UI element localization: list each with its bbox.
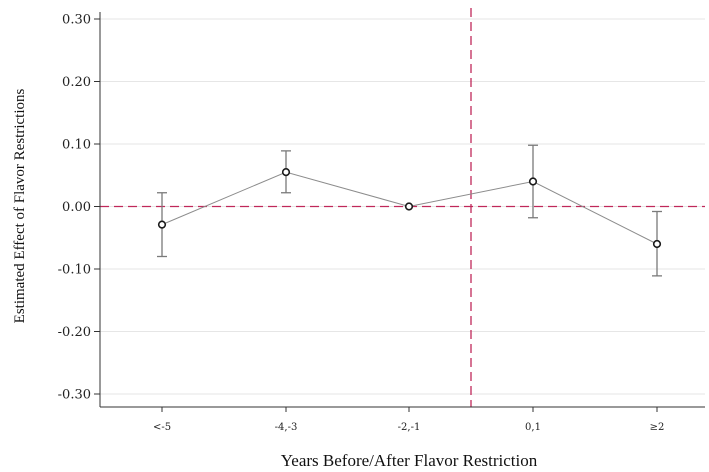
series-group — [157, 144, 662, 277]
x-tick-label: -2,-1 — [398, 422, 421, 433]
y-tick-label: -0.20 — [58, 325, 91, 340]
data-point — [281, 168, 291, 177]
data-point — [528, 177, 538, 186]
y-tick-label: 0.00 — [62, 200, 91, 215]
y-tick-label: 0.10 — [62, 138, 91, 153]
data-point — [404, 202, 414, 211]
x-tick-label: -4,-3 — [275, 422, 298, 433]
y-tick-label: 0.20 — [62, 75, 91, 90]
y-tick-label: -0.30 — [58, 388, 91, 403]
x-axis-label: Years Before/After Flavor Restriction — [281, 451, 538, 470]
data-point — [652, 239, 662, 249]
x-tick-label: 0,1 — [525, 422, 541, 433]
reference-lines — [100, 8, 705, 407]
y-tick-label: 0.30 — [62, 13, 91, 28]
x-tick-label: ≥2 — [650, 422, 665, 433]
axes: 0.30 0.20 0.10 0.00 -0.10 -0.20 -0.30 <-5 -4,-3 -… — [58, 12, 705, 433]
data-point — [157, 220, 167, 229]
y-axis-label: Estimated Effect of Flavor Restrictions — [12, 89, 28, 324]
y-tick-label: -0.10 — [58, 263, 91, 278]
x-tick-label: <-5 — [153, 422, 171, 433]
